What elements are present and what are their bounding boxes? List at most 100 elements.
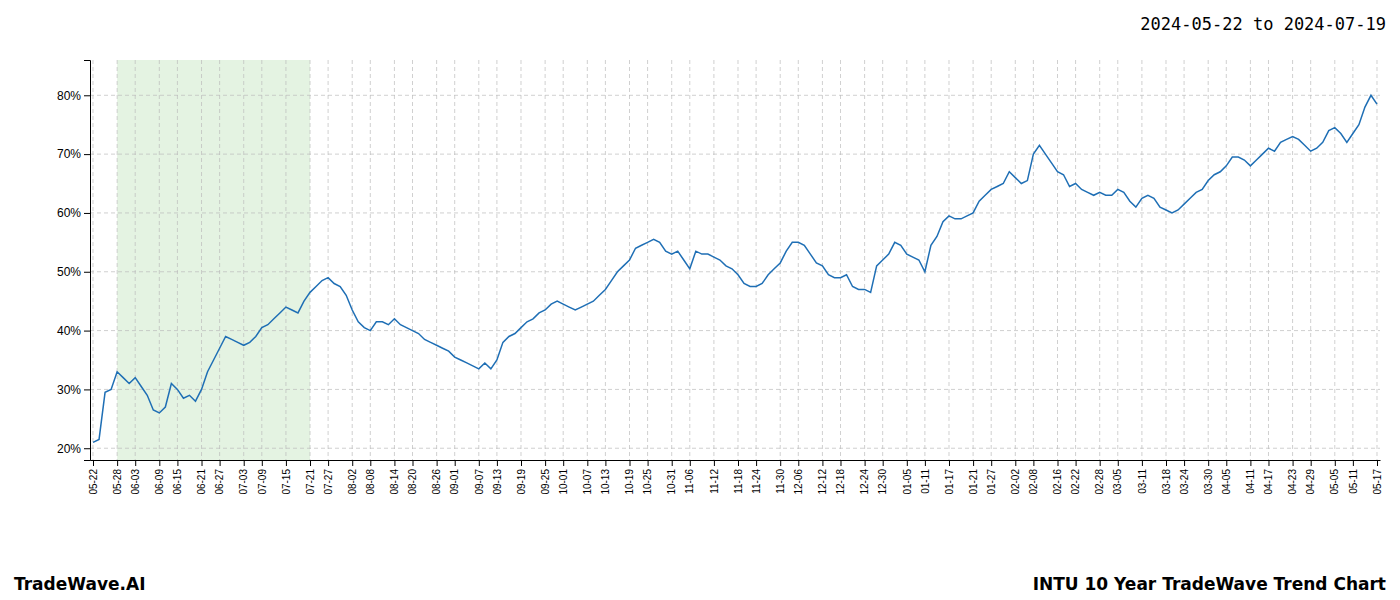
x-tick-label: 06-03 bbox=[130, 469, 141, 495]
x-tick-mark bbox=[949, 460, 950, 466]
x-grid-line bbox=[840, 60, 841, 460]
x-tick-label: 10-31 bbox=[666, 469, 677, 495]
x-tick-label: 11-12 bbox=[709, 469, 720, 494]
x-tick: 05-22 bbox=[88, 460, 99, 495]
x-grid-line bbox=[1376, 60, 1377, 460]
y-axis-line bbox=[84, 61, 91, 461]
x-tick-label: 10-19 bbox=[624, 469, 635, 495]
x-tick: 03-11 bbox=[1137, 460, 1148, 494]
x-tick-label: 09-07 bbox=[474, 469, 485, 495]
x-tick-mark bbox=[244, 460, 245, 466]
x-tick: 03-30 bbox=[1203, 460, 1214, 495]
x-tick-mark bbox=[648, 460, 649, 466]
footer-right: INTU 10 Year TradeWave Trend Chart bbox=[1033, 574, 1386, 594]
x-grid-line bbox=[159, 60, 160, 460]
x-tick-mark bbox=[455, 460, 456, 466]
x-grid-line bbox=[906, 60, 907, 460]
x-grid-line bbox=[496, 60, 497, 460]
y-tick-label: 30% bbox=[57, 383, 81, 397]
x-tick-mark bbox=[262, 460, 263, 466]
x-grid-line bbox=[1208, 60, 1209, 460]
x-tick: 05-28 bbox=[112, 460, 123, 495]
x-grid-line bbox=[1334, 60, 1335, 460]
x-tick: 12-18 bbox=[835, 460, 846, 495]
x-grid-line bbox=[924, 60, 925, 460]
y-tick-mark bbox=[84, 448, 90, 449]
y-tick-mark bbox=[84, 213, 90, 214]
x-grid-line bbox=[689, 60, 690, 460]
x-tick-label: 11-06 bbox=[684, 469, 695, 494]
chart: 20%30%40%50%60%70%80%05-2205-2806-0306-0… bbox=[0, 0, 1400, 600]
x-tick-mark bbox=[1311, 460, 1312, 466]
x-tick: 09-25 bbox=[540, 460, 551, 495]
x-tick-label: 05-11 bbox=[1348, 469, 1359, 494]
x-tick-label: 08-14 bbox=[389, 469, 400, 495]
x-tick-label: 11-24 bbox=[751, 469, 762, 494]
x-tick-label: 03-30 bbox=[1203, 469, 1214, 495]
x-grid-line bbox=[261, 60, 262, 460]
x-tick-label: 01-05 bbox=[901, 469, 912, 495]
x-tick-mark bbox=[413, 460, 414, 466]
y-grid-line bbox=[90, 448, 1380, 449]
x-tick: 07-27 bbox=[323, 460, 334, 495]
x-tick-mark bbox=[1076, 460, 1077, 466]
x-tick-label: 07-03 bbox=[238, 469, 249, 495]
x-grid-line bbox=[1057, 60, 1058, 460]
x-tick-label: 05-17 bbox=[1372, 469, 1383, 495]
x-grid-line bbox=[798, 60, 799, 460]
x-tick-label: 10-01 bbox=[558, 469, 569, 495]
x-tick-label: 11-18 bbox=[733, 469, 744, 494]
y-tick: 20% bbox=[57, 442, 90, 456]
x-tick: 10-01 bbox=[558, 460, 569, 495]
x-grid-line bbox=[328, 60, 329, 460]
x-tick: 11-24 bbox=[751, 460, 762, 494]
x-tick-mark bbox=[159, 460, 160, 466]
x-tick-label: 06-09 bbox=[154, 469, 165, 495]
y-tick-label: 50% bbox=[57, 265, 81, 279]
x-tick-mark bbox=[756, 460, 757, 466]
x-grid-line bbox=[370, 60, 371, 460]
x-tick: 02-22 bbox=[1070, 460, 1081, 495]
x-tick-mark bbox=[479, 460, 480, 466]
x-tick: 08-20 bbox=[407, 460, 418, 495]
x-tick-mark bbox=[521, 460, 522, 466]
x-tick: 07-09 bbox=[256, 460, 267, 495]
x-tick: 08-02 bbox=[347, 460, 358, 495]
x-grid-line bbox=[1310, 60, 1311, 460]
x-tick: 06-27 bbox=[214, 460, 225, 495]
x-tick-mark bbox=[1377, 460, 1378, 466]
x-grid-line bbox=[478, 60, 479, 460]
x-tick: 12-12 bbox=[817, 460, 828, 495]
x-tick: 10-25 bbox=[642, 460, 653, 495]
x-tick-label: 05-22 bbox=[88, 469, 99, 495]
x-tick-label: 04-29 bbox=[1305, 469, 1316, 495]
x-tick-label: 09-19 bbox=[516, 469, 527, 495]
x-tick: 01-05 bbox=[901, 460, 912, 495]
x-grid-line bbox=[864, 60, 865, 460]
x-tick-mark bbox=[328, 460, 329, 466]
x-tick-label: 12-24 bbox=[859, 469, 870, 495]
x-tick-label: 04-23 bbox=[1287, 469, 1298, 495]
x-grid-line bbox=[713, 60, 714, 460]
footer-left: TradeWave.AI bbox=[14, 574, 145, 594]
x-tick: 04-29 bbox=[1305, 460, 1316, 495]
x-tick: 08-26 bbox=[431, 460, 442, 495]
x-tick: 11-06 bbox=[684, 460, 695, 494]
x-tick-label: 10-25 bbox=[642, 469, 653, 495]
x-tick-mark bbox=[1166, 460, 1167, 466]
x-grid-line bbox=[738, 60, 739, 460]
x-tick: 06-21 bbox=[196, 460, 207, 495]
x-grid-line bbox=[412, 60, 413, 460]
x-tick-mark bbox=[798, 460, 799, 466]
x-tick: 03-24 bbox=[1179, 460, 1190, 495]
x-tick: 10-19 bbox=[624, 460, 635, 495]
x-tick-mark bbox=[1208, 460, 1209, 466]
x-tick-label: 02-08 bbox=[1028, 469, 1039, 495]
x-tick: 01-17 bbox=[944, 460, 955, 495]
x-tick-mark bbox=[630, 460, 631, 466]
x-tick-mark bbox=[973, 460, 974, 466]
x-tick-mark bbox=[220, 460, 221, 466]
x-tick-mark bbox=[1184, 460, 1185, 466]
x-tick-label: 03-11 bbox=[1137, 469, 1148, 494]
y-tick-mark bbox=[84, 154, 90, 155]
